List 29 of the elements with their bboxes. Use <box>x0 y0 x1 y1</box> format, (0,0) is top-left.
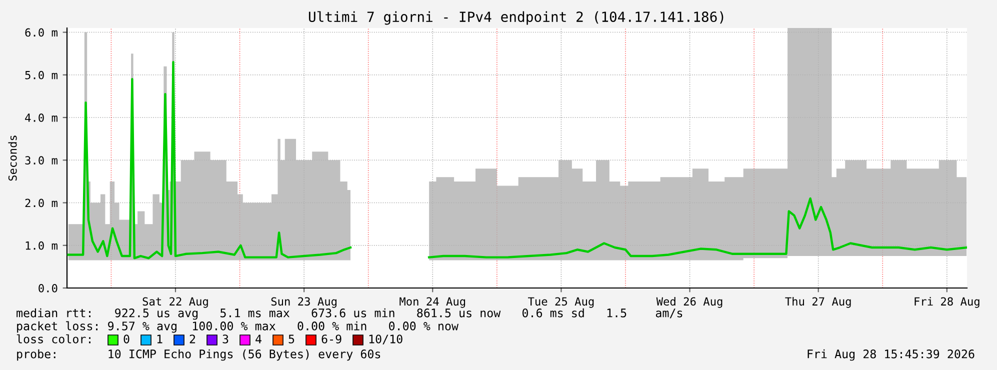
text: Fri Aug 28 15:45:39 2026 <box>808 349 974 361</box>
y-tick-label: 3.0 m <box>25 156 58 165</box>
text: 10/10 <box>369 334 402 344</box>
x-tick-label: Thu 27 Aug <box>785 297 851 308</box>
y-tick-label: 6.0 m <box>25 28 58 37</box>
text: 1 <box>157 334 162 344</box>
text: median rtt: 922.5 us avg 5.1 ms max 673.6 us min 861.5 us now 0.6 ms sd 1.5 am/s <box>16 308 682 320</box>
x-tick-label: Wed 26 Aug <box>656 297 722 308</box>
x-tick-label: Mon 24 Aug <box>400 297 466 308</box>
y-tick-label: 2.0 m <box>25 198 58 208</box>
x-tick-label: Fri 28 Aug <box>914 297 980 308</box>
y-axis-title: Seconds <box>8 136 17 181</box>
text: 5 <box>288 334 294 344</box>
y-tick-label: 5.0 m <box>25 70 58 80</box>
y-tick-label: 0.0 <box>38 284 58 292</box>
y-tick-label: 1.0 m <box>26 241 58 250</box>
text: 2 <box>190 334 196 344</box>
chart-title: Ultimi 7 giorni - IPv4 endpoint 2 (104.17.141.186) <box>308 11 724 25</box>
text: 6-9 <box>322 334 342 344</box>
text: 3 <box>222 334 228 344</box>
x-tick-label: Sun 23 Aug <box>271 297 336 308</box>
text: probe: 10 ICMP Echo Pings (56 Bytes) every 60s <box>17 349 380 361</box>
text: 0 <box>124 334 130 344</box>
x-tick-label: Tue 25 Aug <box>528 297 594 308</box>
x-tick-label: Sat 22 Aug <box>142 297 208 308</box>
text: loss color: <box>16 334 90 344</box>
y-tick-label: 4.0 m <box>25 114 58 122</box>
text: packet loss: 9.57 % avg 100.00 % max 0.00 % min 0.00 % now <box>17 321 459 333</box>
text: 4 <box>256 334 262 344</box>
